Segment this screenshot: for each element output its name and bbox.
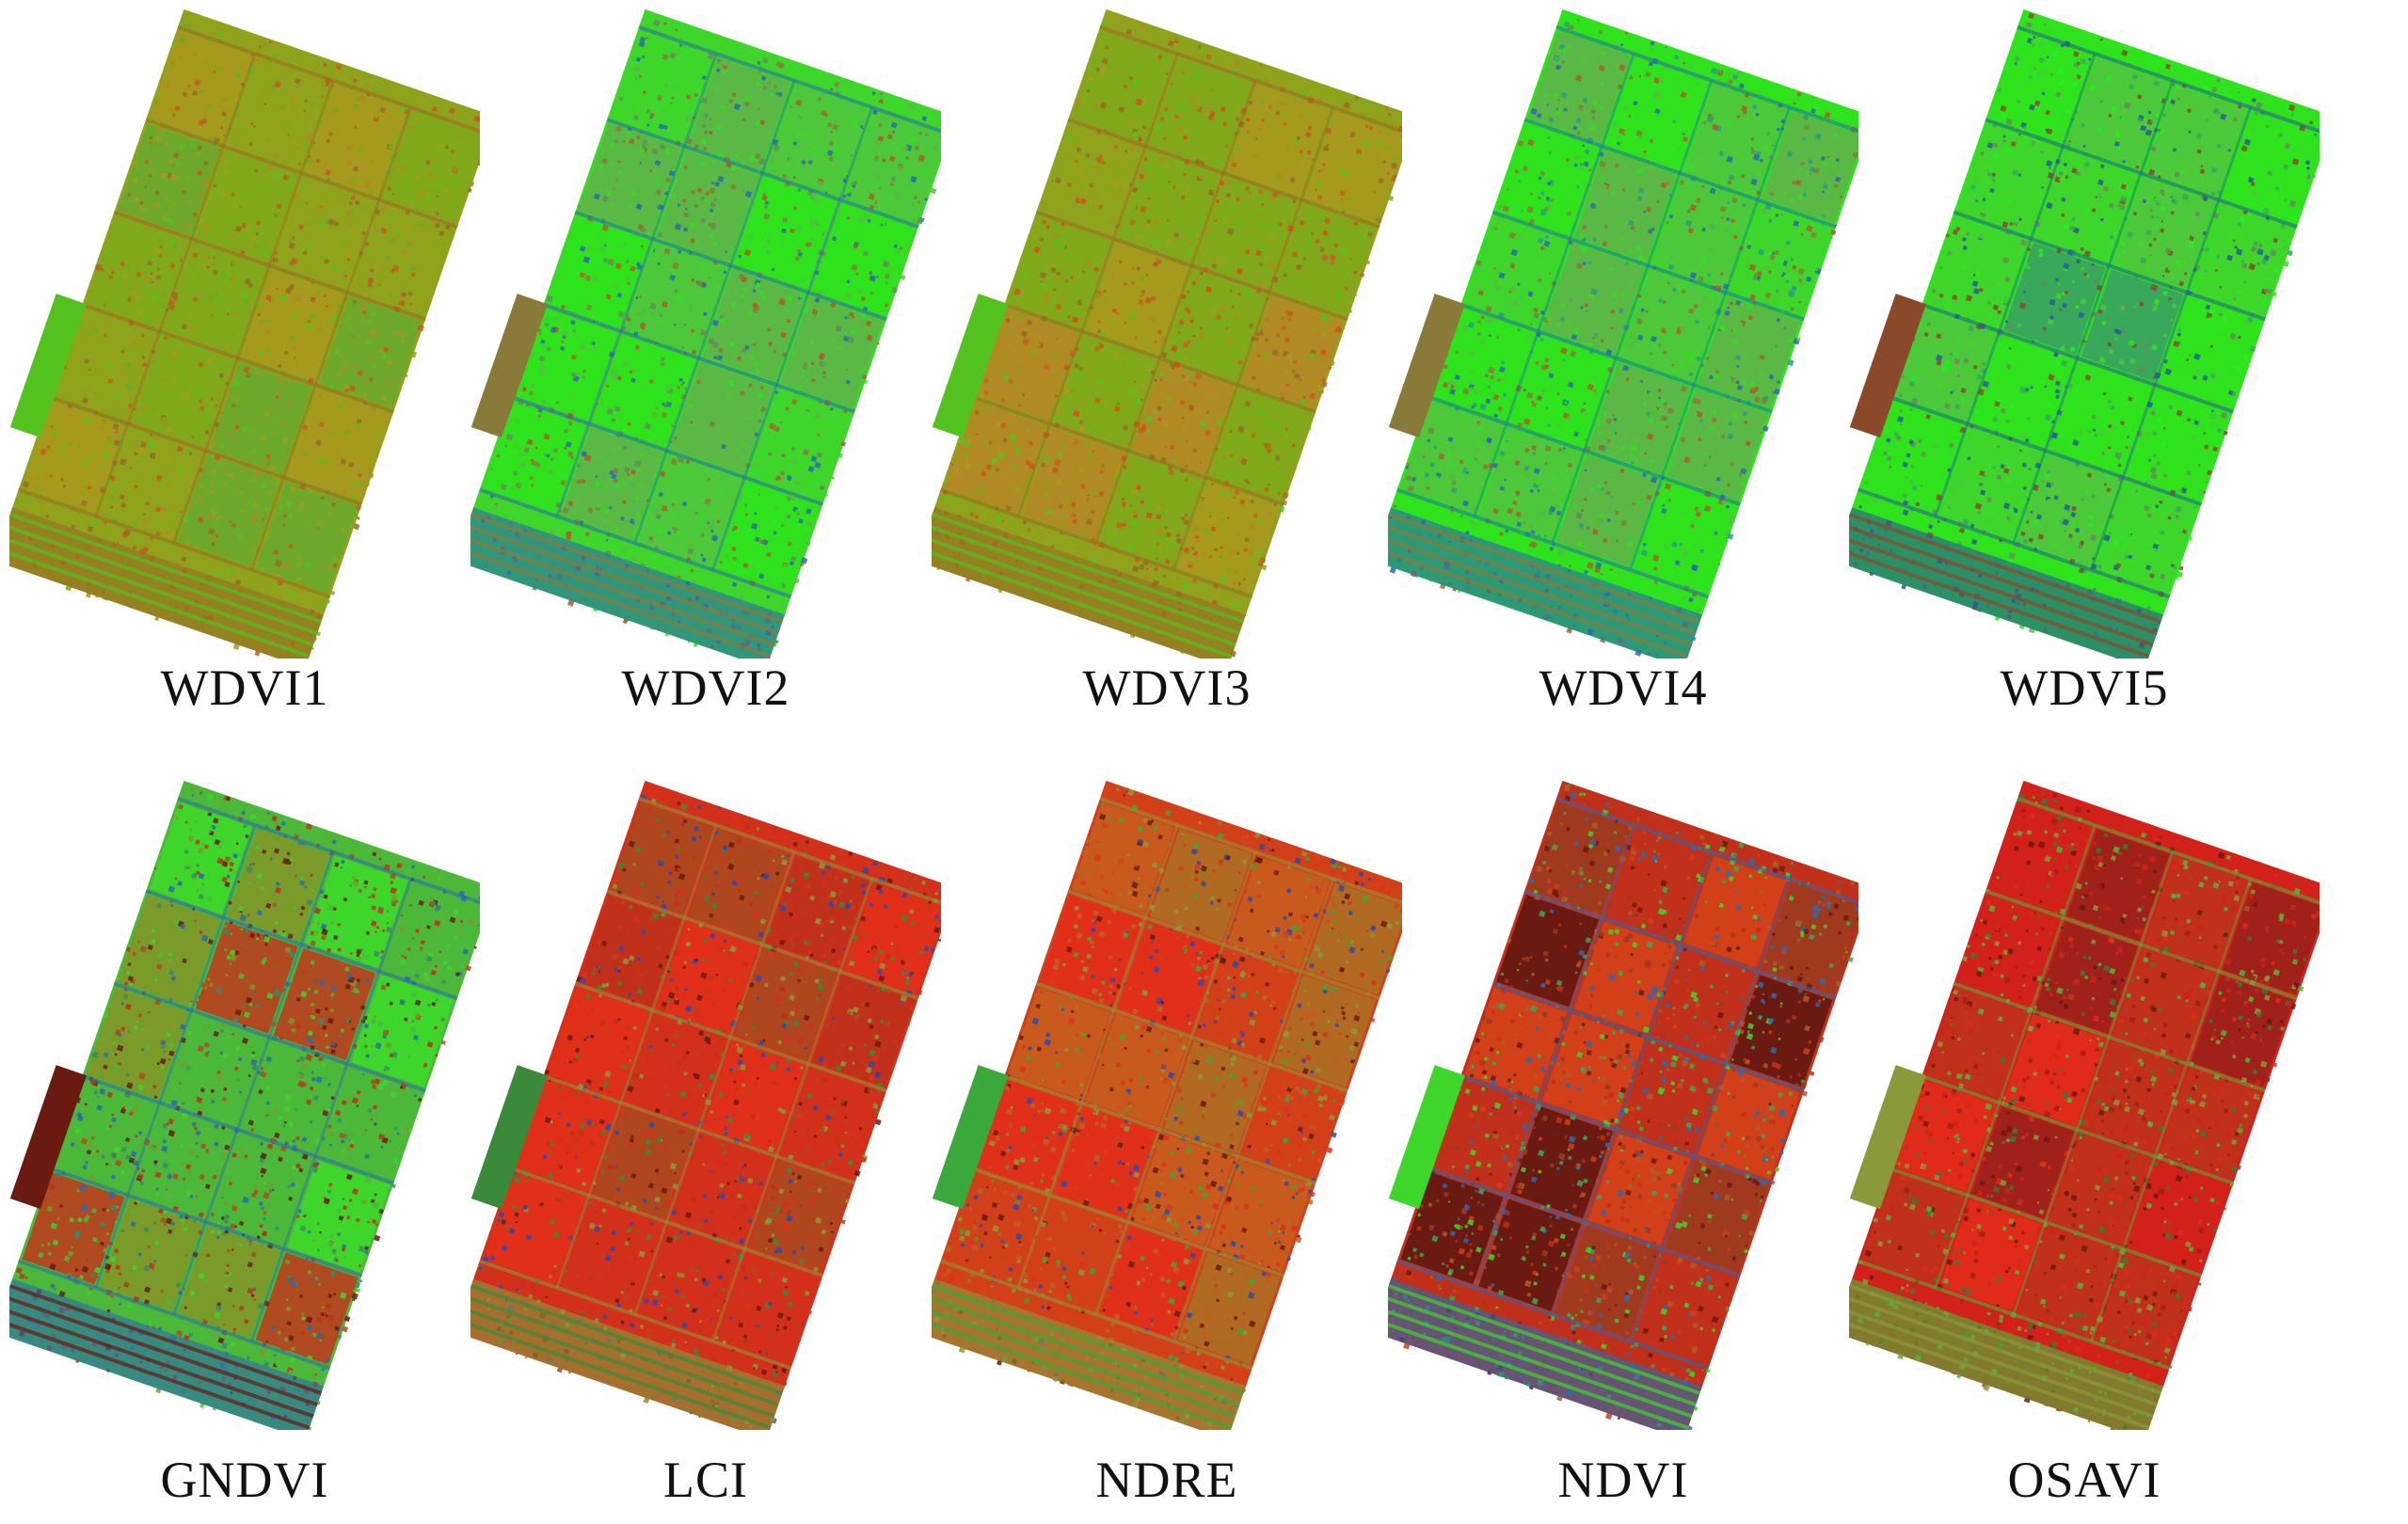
map-gndvi <box>9 771 480 1430</box>
caption-ndre: NDRE <box>932 1451 1402 1509</box>
map-wdvi3 <box>932 0 1402 659</box>
map-wdvi5 <box>1849 0 2320 659</box>
panel-wdvi1: WDVI1 <box>9 0 480 753</box>
map-osavi <box>1849 771 2320 1430</box>
map-ndvi <box>1388 771 1858 1430</box>
panel-wdvi2: WDVI2 <box>470 0 941 753</box>
map-wdvi4 <box>1388 0 1858 659</box>
panel-lci: LCI <box>470 771 941 1524</box>
map-wdvi1 <box>9 0 480 659</box>
caption-osavi: OSAVI <box>1849 1451 2320 1509</box>
panel-gndvi: GNDVI <box>9 771 480 1524</box>
caption-gndvi: GNDVI <box>9 1451 480 1509</box>
panel-ndre: NDRE <box>932 771 1402 1524</box>
panel-osavi: OSAVI <box>1849 771 2320 1524</box>
caption-wdvi3: WDVI3 <box>932 659 1402 717</box>
caption-wdvi4: WDVI4 <box>1388 659 1858 717</box>
caption-wdvi5: WDVI5 <box>1849 659 2320 717</box>
caption-lci: LCI <box>470 1451 941 1509</box>
panel-ndvi: NDVI <box>1388 771 1858 1524</box>
map-wdvi2 <box>470 0 941 659</box>
caption-wdvi1: WDVI1 <box>9 659 480 717</box>
panel-wdvi5: WDVI5 <box>1849 0 2320 753</box>
panel-wdvi3: WDVI3 <box>932 0 1402 753</box>
map-lci <box>470 771 941 1430</box>
map-ndre <box>932 771 1402 1430</box>
caption-ndvi: NDVI <box>1388 1451 1858 1509</box>
panel-wdvi4: WDVI4 <box>1388 0 1858 753</box>
caption-wdvi2: WDVI2 <box>470 659 941 717</box>
